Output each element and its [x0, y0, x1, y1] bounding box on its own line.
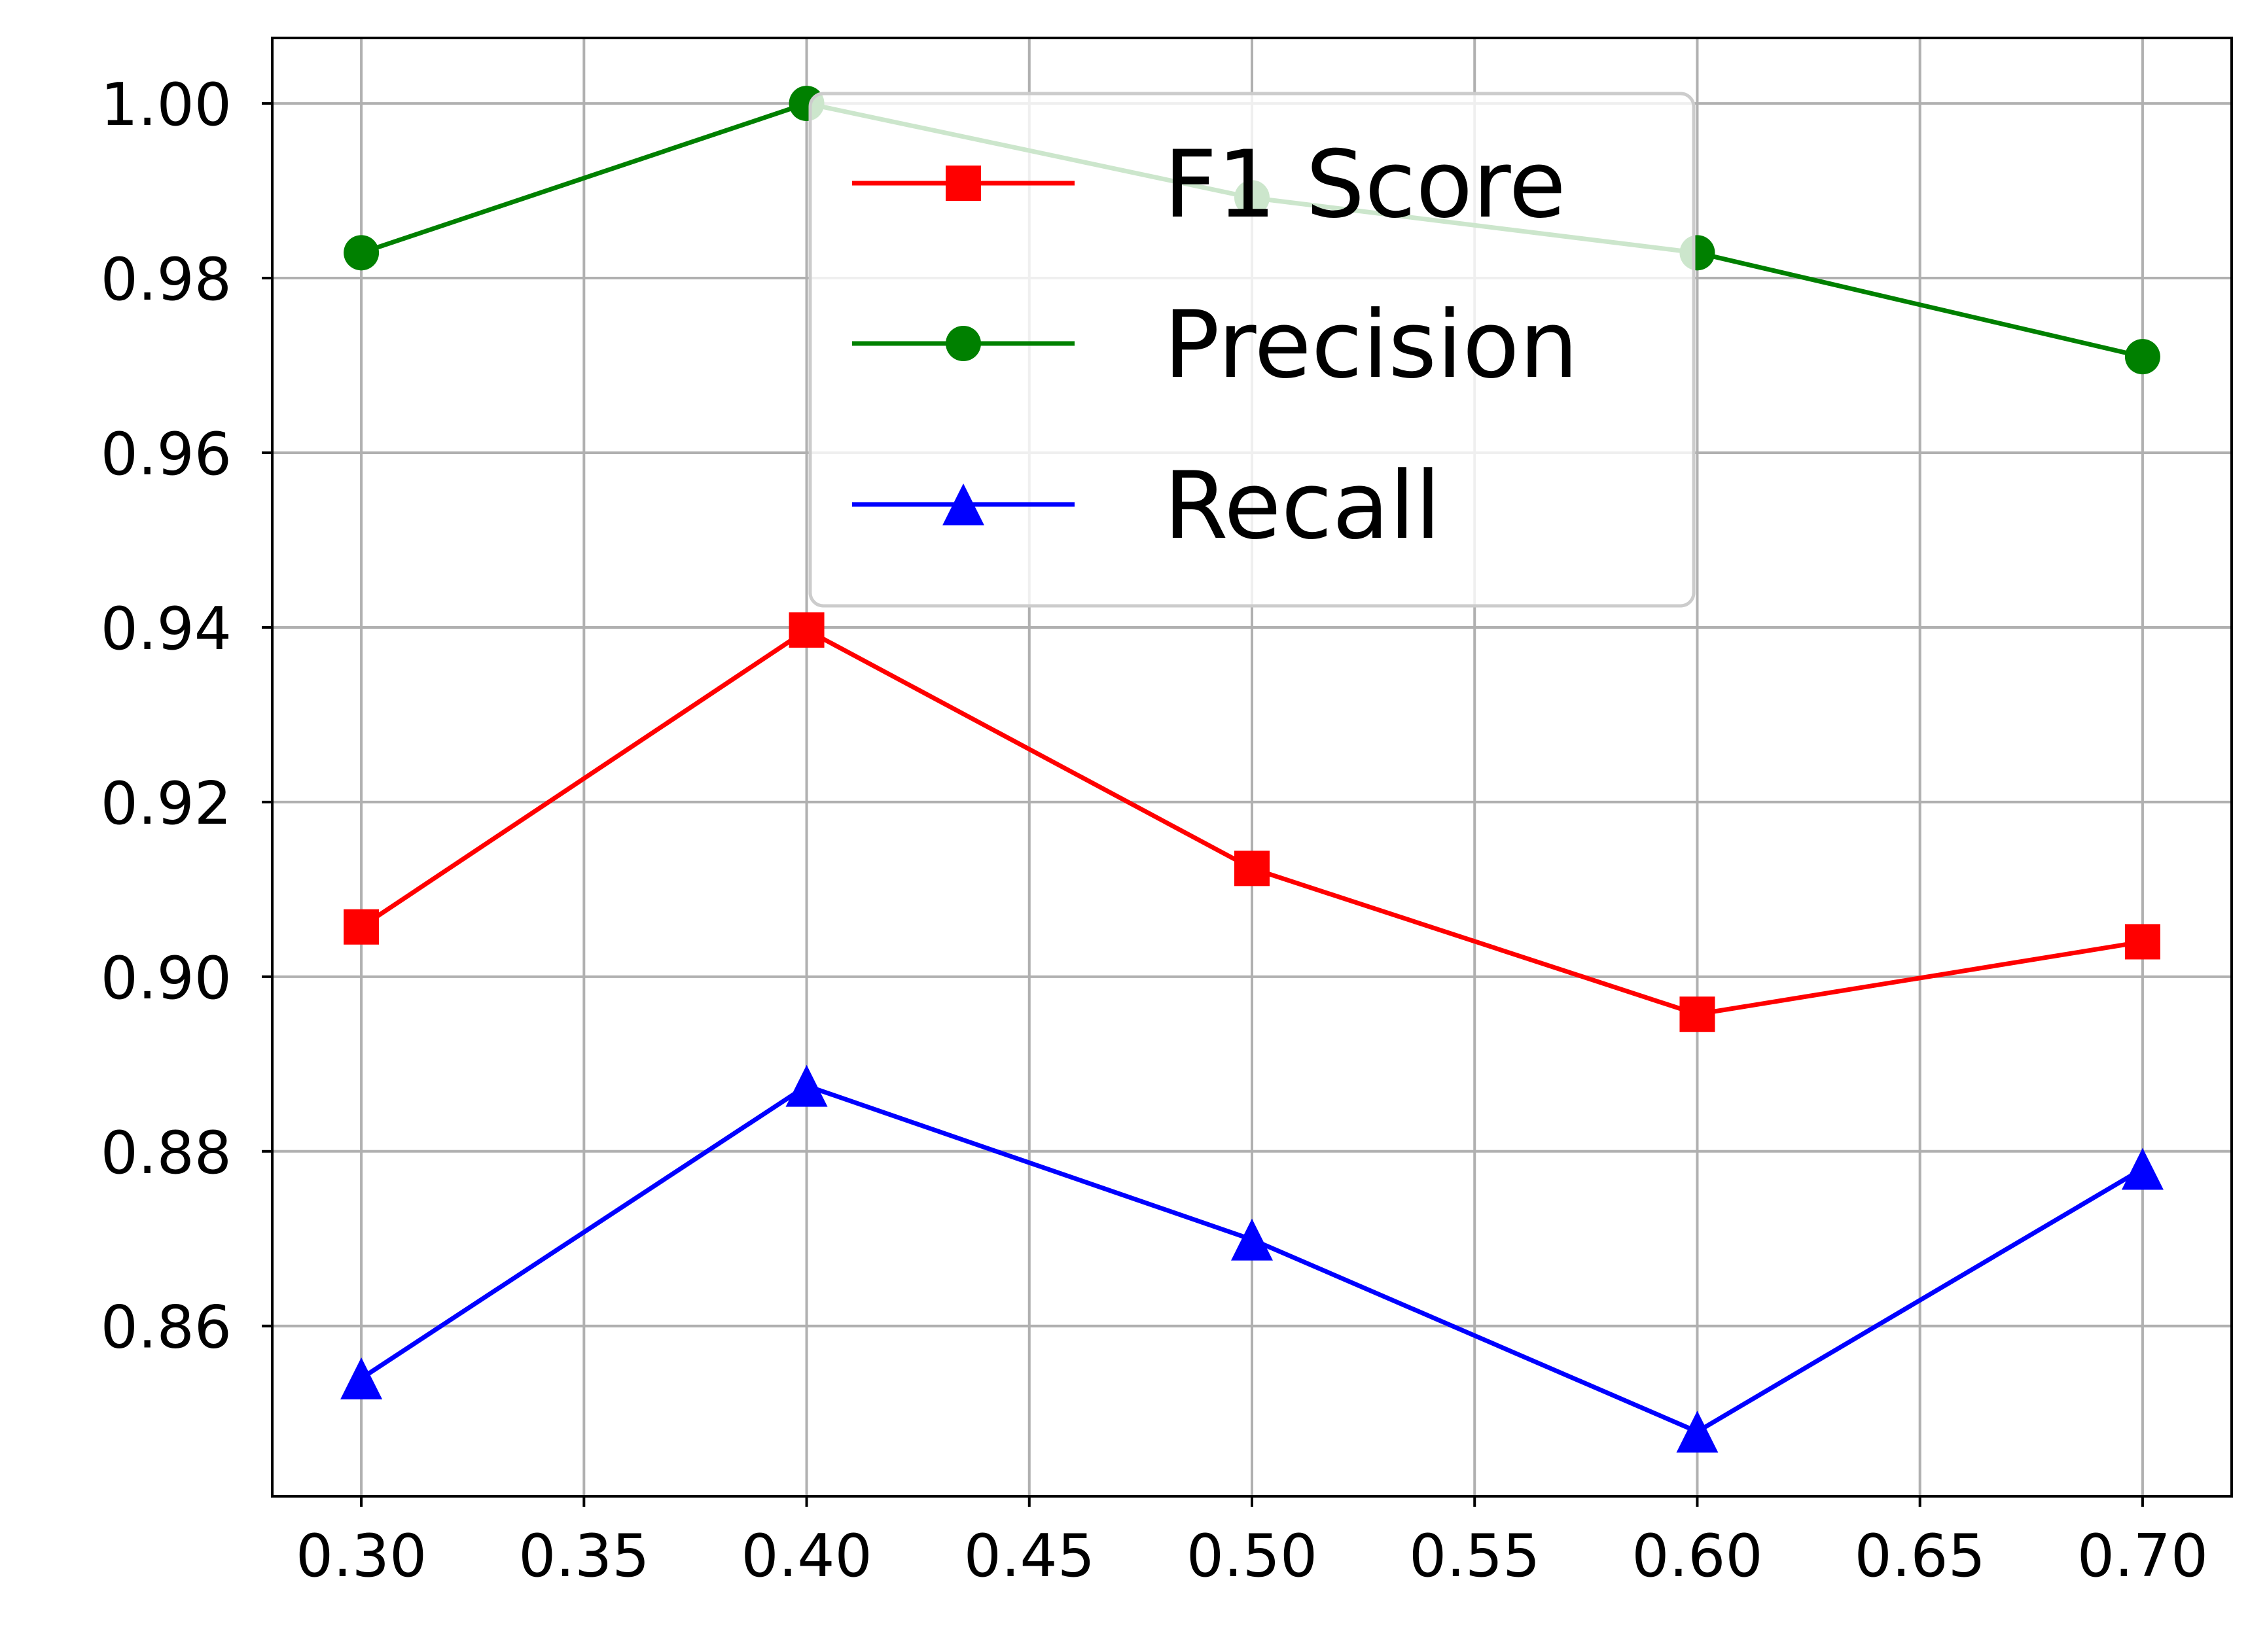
- plot-frame: [271, 37, 2233, 1498]
- y-tick-label: 0.96: [101, 420, 232, 489]
- legend: F1 Score Precision Recall: [808, 92, 1696, 608]
- legend-label-f1-score: F1 Score: [1164, 131, 1566, 239]
- data-point-f1-score: [789, 612, 825, 648]
- legend-marker-precision: [946, 326, 981, 361]
- data-point-recall: [2121, 1148, 2164, 1190]
- x-tick-label: 0.50: [1187, 1522, 1317, 1590]
- x-tick-label: 0.60: [1632, 1522, 1762, 1590]
- x-tick-label: 0.40: [741, 1522, 872, 1590]
- x-tick-label: 0.45: [964, 1522, 1095, 1590]
- data-point-precision: [2124, 339, 2160, 375]
- legend-label-recall: Recall: [1164, 452, 1441, 560]
- data-point-precision: [344, 235, 380, 271]
- y-tick-label: 0.88: [101, 1119, 232, 1187]
- x-tick-label: 0.55: [1409, 1522, 1540, 1590]
- data-point-f1-score: [344, 909, 380, 945]
- data-point-recall: [1231, 1218, 1273, 1261]
- x-tick-label: 0.65: [1854, 1522, 1985, 1590]
- data-point-f1-score: [2124, 924, 2160, 960]
- y-tick-label: 0.92: [101, 769, 232, 838]
- data-point-f1-score: [1679, 996, 1715, 1032]
- y-tick-label: 1.00: [101, 71, 232, 139]
- x-tick-label: 0.35: [518, 1522, 649, 1590]
- data-point-recall: [785, 1064, 828, 1107]
- x-tick-label: 0.30: [296, 1522, 427, 1590]
- y-tick-label: 0.86: [101, 1293, 232, 1362]
- data-point-f1-score: [1234, 851, 1270, 887]
- legend-box: [808, 92, 1696, 608]
- y-tick-label: 0.94: [101, 595, 232, 663]
- data-point-recall: [340, 1357, 383, 1399]
- legend-marker-f1-score: [946, 166, 981, 201]
- legend-label-precision: Precision: [1164, 291, 1579, 399]
- y-tick-label: 0.98: [101, 245, 232, 314]
- legend-marker-recall: [942, 483, 984, 525]
- x-tick-label: 0.70: [2077, 1522, 2208, 1590]
- y-tick-label: 0.90: [101, 944, 232, 1013]
- axes: 0.30 0.35 0.40 0.45 0.50 0.55 0.60 0.65 0.70 0.86…: [101, 37, 2233, 1590]
- data-point-recall: [1676, 1411, 1719, 1453]
